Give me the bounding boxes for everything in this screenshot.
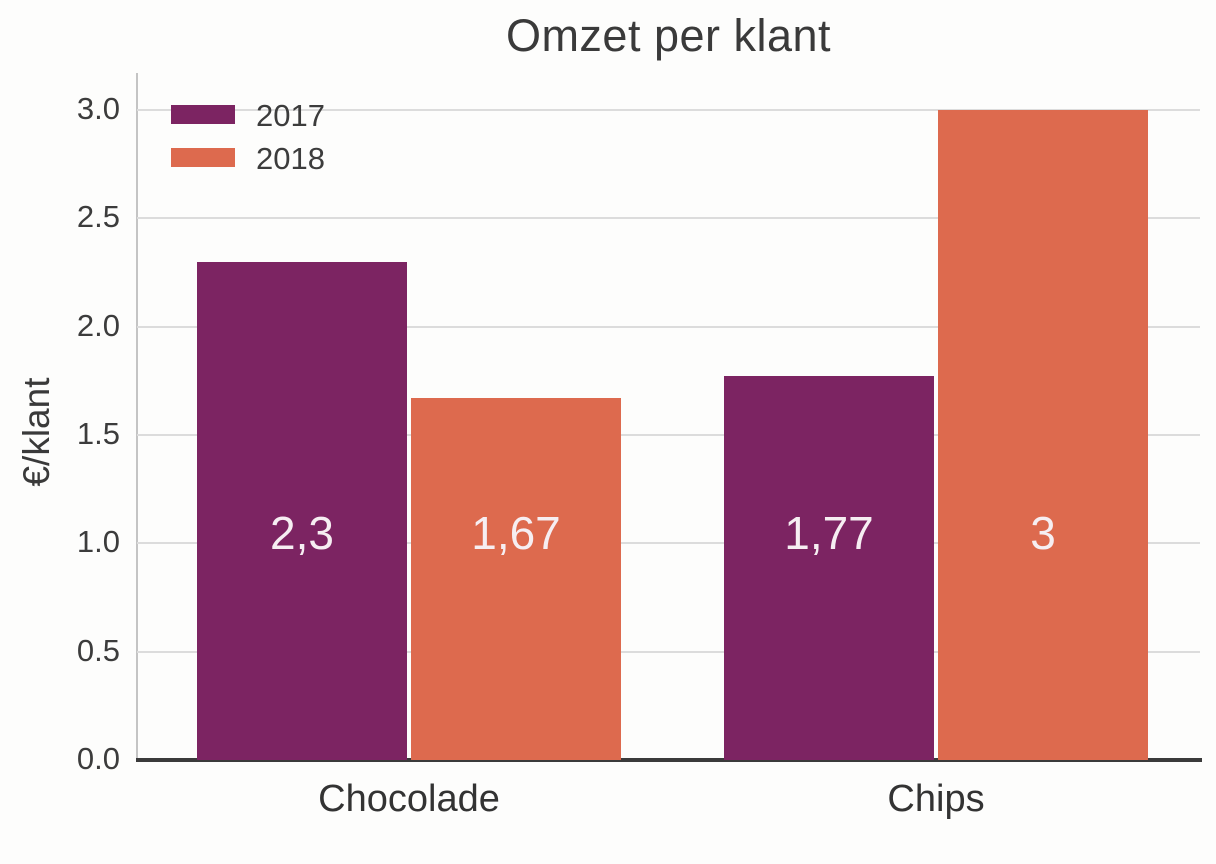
y-tick-label-1.5: 1.5 bbox=[76, 415, 120, 451]
x-axis-label-chocolade: Chocolade bbox=[318, 778, 500, 820]
x-axis-label-chips: Chips bbox=[887, 778, 985, 820]
legend-swatch-2017 bbox=[171, 105, 235, 124]
bar-value-label-chips-2018: 3 bbox=[1030, 507, 1056, 559]
y-tick-label-2.0: 2.0 bbox=[76, 307, 120, 343]
legend-label-2018: 2018 bbox=[256, 141, 325, 176]
y-gridline-1.5 bbox=[137, 433, 1200, 436]
y-tick-label-0.5: 0.5 bbox=[76, 632, 120, 668]
y-gridline-0.5 bbox=[137, 650, 1200, 653]
y-gridline-2.5 bbox=[137, 217, 1200, 220]
bar-chocolade-2018: 1,67 bbox=[411, 398, 621, 760]
y-tick-label-3.0: 3.0 bbox=[76, 90, 120, 126]
y-tick-label-1.0: 1.0 bbox=[76, 524, 120, 560]
bar-value-label-chocolade-2018: 1,67 bbox=[471, 507, 561, 559]
bar-chips-2018: 3 bbox=[938, 109, 1148, 760]
x-axis-spine bbox=[136, 758, 1202, 762]
bar-chocolade-2017: 2,3 bbox=[197, 261, 407, 760]
y-gridline-2.0 bbox=[137, 325, 1200, 328]
chart-title: Omzet per klant bbox=[505, 10, 832, 61]
legend-swatch-2018 bbox=[171, 148, 235, 167]
y-tick-label-0.0: 0.0 bbox=[76, 741, 120, 776]
y-tick-label-2.5: 2.5 bbox=[76, 199, 120, 235]
y-gridline-3.0 bbox=[137, 108, 1200, 111]
bar-chips-2017: 1,77 bbox=[724, 376, 934, 760]
bar-value-label-chips-2017: 1,77 bbox=[784, 507, 874, 559]
legend-label-2017: 2017 bbox=[256, 98, 325, 133]
bar-value-label-chocolade-2017: 2,3 bbox=[270, 507, 334, 559]
y-axis-spine bbox=[136, 73, 138, 760]
y-gridline-1.0 bbox=[137, 542, 1200, 545]
